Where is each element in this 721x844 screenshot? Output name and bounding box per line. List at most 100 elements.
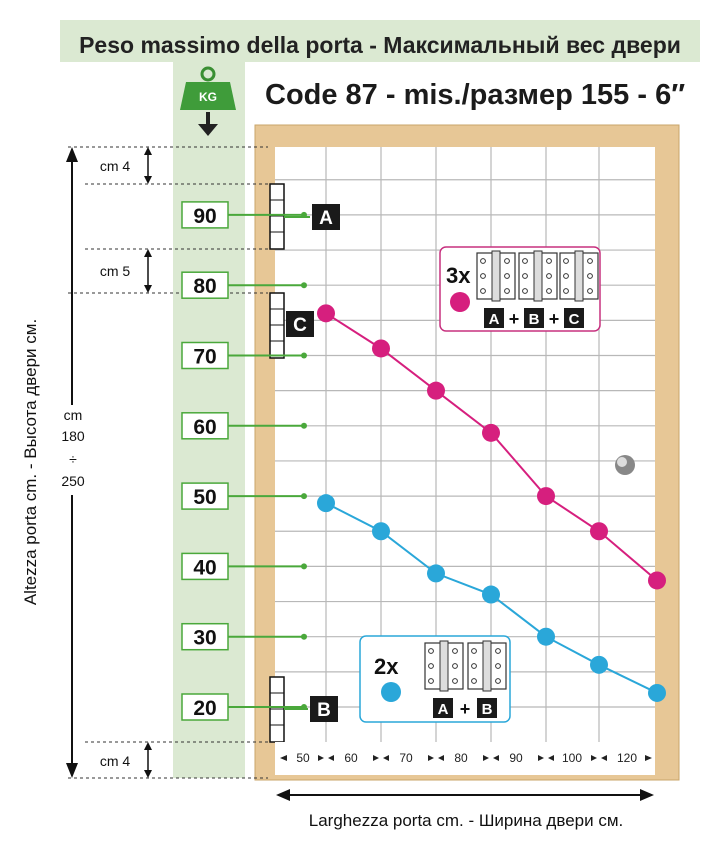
range-bottom: 250 — [61, 473, 85, 489]
y-tick-label: 60 — [193, 416, 216, 439]
x-axis-title: Larghezza porta cm. - Ширина двери см. — [309, 811, 623, 830]
badge-c: C — [286, 311, 314, 337]
y-tick-label: 30 — [193, 627, 216, 650]
legend-3x-a: A — [489, 311, 500, 328]
range-sep: ÷ — [69, 451, 77, 467]
door-knob-icon — [615, 455, 635, 475]
data-point-2x — [537, 627, 555, 646]
hinge-icon — [424, 640, 464, 692]
legend-3x-plus-2: + — [549, 309, 560, 329]
main-title: Code 87 - mis./размер 155 - 6″ — [265, 79, 685, 111]
series-layer — [317, 304, 666, 702]
x-tick-arrow — [438, 755, 444, 761]
hinge-icon — [467, 640, 507, 692]
badge-a: A — [284, 204, 340, 230]
data-point-2x — [427, 564, 445, 583]
legend-3x-marker — [450, 292, 470, 312]
x-tick-arrow — [645, 755, 652, 761]
y-tick-box — [181, 552, 229, 581]
x-tick-label: 100 — [562, 751, 582, 765]
data-point-2x — [590, 655, 608, 674]
weight-icon-label: KG — [199, 90, 217, 104]
y-tick-box — [181, 482, 229, 510]
range-label-bg — [55, 405, 91, 495]
y-tick-dot — [301, 563, 307, 570]
legend-2x-hinge-icons — [424, 640, 507, 692]
gap-middle-label: cm 5 — [100, 263, 131, 279]
data-point-3x — [537, 487, 555, 506]
dimension-dashes — [68, 146, 268, 779]
legend-2x-a: A — [438, 701, 449, 718]
range-cm: cm — [64, 407, 83, 423]
y-tick-dot — [301, 211, 307, 218]
legend-2x-combo: A + B — [433, 698, 497, 719]
x-tick-label: 70 — [399, 751, 413, 765]
legend-3x-combo: A + B + C — [484, 308, 584, 329]
hinge-icon — [518, 250, 558, 302]
data-point-3x — [590, 522, 608, 541]
legend-2x-plus: + — [460, 699, 471, 719]
x-tick-arrow — [493, 755, 499, 761]
data-point-2x — [372, 522, 390, 541]
y-axis-title: Altezza porta cm. - Высота двери см. — [21, 319, 40, 605]
width-arrow — [276, 789, 654, 801]
y-tick-label: 90 — [193, 205, 216, 228]
data-point-2x — [482, 585, 500, 604]
hinge-a-icon — [269, 183, 285, 250]
legend-3x-plus-1: + — [509, 309, 520, 329]
y-tick-label: 50 — [193, 486, 216, 509]
x-tick-arrow — [591, 755, 597, 761]
x-tick-arrow — [538, 755, 544, 761]
y-tick-label: 70 — [193, 346, 216, 369]
x-tick-label: 90 — [509, 751, 523, 765]
y-tick-dot — [301, 422, 307, 429]
y-tick-box — [181, 271, 229, 299]
legend-2x-b: B — [482, 701, 493, 718]
x-tick-arrow — [280, 755, 287, 761]
y-tick-dot — [301, 282, 307, 289]
x-tick-label: 120 — [617, 751, 637, 765]
legend-3x-hinge-icons — [476, 250, 599, 302]
legend-2x: 2x A + B — [359, 635, 511, 723]
data-point-2x — [648, 683, 666, 702]
y-tick-label: 20 — [193, 697, 216, 720]
weight-icon: KG — [180, 66, 236, 136]
legend-3x-c: C — [569, 311, 580, 328]
hinge-icon — [559, 250, 599, 302]
x-tick-arrow — [601, 755, 607, 761]
legend-3x-count: 3x — [446, 263, 471, 288]
top-title: Peso massimo della porta - Максимальный … — [79, 32, 681, 58]
x-tick-arrow — [318, 755, 324, 761]
x-tick-arrow — [428, 755, 434, 761]
x-tick-arrow — [328, 755, 334, 761]
x-tick-arrow — [373, 755, 379, 761]
data-point-2x — [317, 494, 335, 513]
data-point-3x — [648, 571, 666, 590]
hinge-icon — [476, 250, 516, 302]
x-tick-arrow — [548, 755, 554, 761]
gap-bottom-label: cm 4 — [100, 753, 131, 769]
y-tick-box — [181, 412, 229, 440]
legend-3x-b: B — [529, 311, 540, 328]
header-band — [60, 20, 700, 62]
data-point-3x — [317, 304, 335, 323]
data-point-3x — [427, 381, 445, 400]
data-point-3x — [482, 423, 500, 442]
x-tick-label: 80 — [454, 751, 468, 765]
y-tick-label: 80 — [193, 275, 216, 298]
legend-3x: 3x A + B + C — [439, 246, 601, 332]
legend-2x-marker — [381, 682, 401, 702]
x-tick-arrow — [383, 755, 389, 761]
x-ticks: 50 60 70 80 90 100 120 — [280, 751, 652, 765]
badge-c-label: C — [293, 315, 307, 336]
range-top: 180 — [61, 428, 85, 444]
x-tick-arrow — [483, 755, 489, 761]
badge-b-label: B — [317, 700, 331, 721]
x-tick-label: 50 — [296, 751, 310, 765]
y-ticks: 90 80 70 60 50 40 30 20 — [181, 201, 307, 721]
hinge-c-icon — [269, 292, 285, 359]
y-tick-dot — [301, 704, 307, 710]
legend-2x-count: 2x — [374, 654, 399, 679]
